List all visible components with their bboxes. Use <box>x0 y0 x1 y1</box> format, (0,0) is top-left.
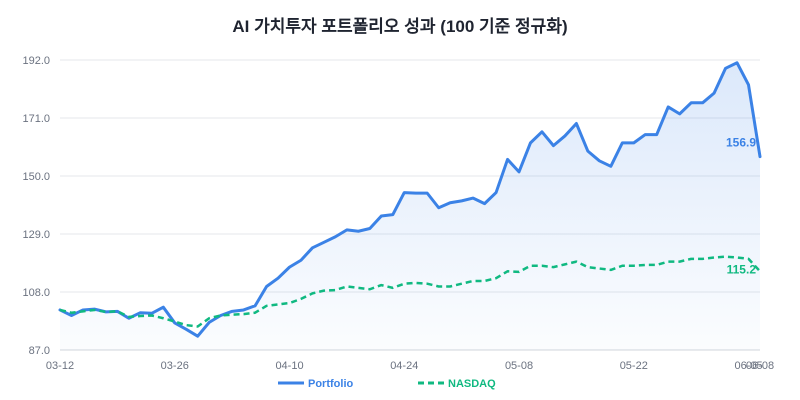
legend-label: Portfolio <box>308 378 353 390</box>
x-tick-label: 06-05 <box>734 360 762 372</box>
y-axis: 192.0 171.0 150.0 129.0 108.0 87.0 <box>22 55 50 357</box>
y-tick-label: 192.0 <box>22 55 50 67</box>
y-tick-label: 129.0 <box>22 229 50 241</box>
x-tick-label: 05-22 <box>620 360 648 372</box>
y-tick-label: 108.0 <box>22 287 50 299</box>
series-group <box>58 61 762 350</box>
legend[interactable]: Portfolio NASDAQ <box>278 378 496 390</box>
legend-item-portfolio[interactable]: Portfolio <box>278 378 353 390</box>
portfolio-area <box>60 62 760 350</box>
portfolio-end-label: 156.9 <box>726 136 756 150</box>
y-tick-label: 87.0 <box>29 345 50 357</box>
end-labels: 156.9 115.2 <box>726 136 756 277</box>
nasdaq-line[interactable] <box>59 255 761 328</box>
x-tick-label: 06-08 <box>746 360 774 372</box>
x-tick-label: 04-10 <box>275 360 303 372</box>
legend-label: NASDAQ <box>448 378 496 390</box>
chart-title: AI 가치투자 포트폴리오 성과 (100 기준 정규화) <box>232 17 567 36</box>
portfolio-line[interactable] <box>58 61 762 338</box>
x-tick-label: 03-26 <box>161 360 189 372</box>
legend-item-nasdaq[interactable]: NASDAQ <box>418 378 496 390</box>
y-tick-label: 171.0 <box>22 113 50 125</box>
x-tick-label: 04-24 <box>390 360 418 372</box>
x-tick-label: 05-08 <box>505 360 533 372</box>
x-tick-label: 03-12 <box>46 360 74 372</box>
y-tick-label: 150.0 <box>22 171 50 183</box>
nasdaq-end-label: 115.2 <box>727 262 757 276</box>
